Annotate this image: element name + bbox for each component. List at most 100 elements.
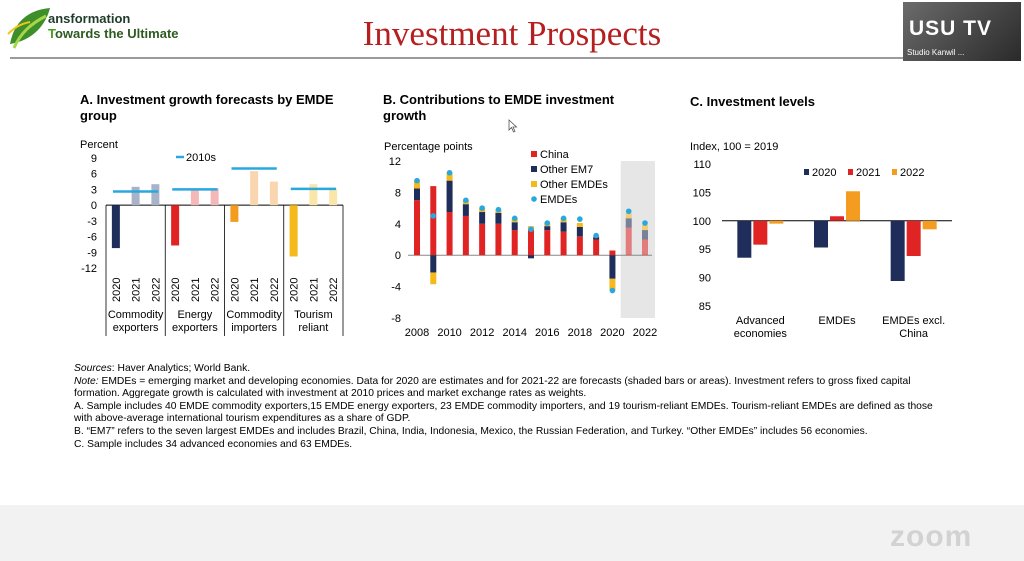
sources-note: Sources: Haver Analytics; World Bank. <box>74 363 946 376</box>
chart-a-year-label: 2021 <box>131 278 143 302</box>
chart-c-category-label: economies <box>734 328 788 340</box>
chart-b-bar-segment <box>495 212 502 224</box>
chart-a-ytick: 9 <box>91 153 97 165</box>
chart-b-bar-segment <box>625 218 632 228</box>
chart-c-legend-swatch <box>848 169 853 175</box>
chart-a-growth-forecasts: Percent 9 6 3 0 -3 -6 -9 -12 2020 2021 2022 Commodit… <box>80 139 344 336</box>
chart-b-xtick: 2008 <box>405 327 429 339</box>
chart-c-legend-swatch <box>892 169 897 175</box>
chart-c-bar <box>846 191 860 221</box>
chart-b-bar-segment <box>609 255 616 279</box>
chart-a-group-label: Commodity <box>226 309 282 321</box>
panel-a-title: A. Investment growth forecasts by EMDE g… <box>80 92 334 123</box>
chart-b-legend-label: China <box>540 149 570 161</box>
chart-b-bar-segment <box>446 212 453 256</box>
note-b: B. “EM7” refers to the seven largest EMD… <box>74 425 868 437</box>
chart-c-ytick: 95 <box>699 244 711 256</box>
chart-b-ytick: 0 <box>395 250 401 262</box>
chart-b-bar-segment <box>625 212 632 219</box>
chart-a-year-label: 2021 <box>190 278 202 302</box>
note-label: Note: <box>74 375 99 387</box>
chart-a-bar <box>171 205 180 246</box>
chart-b-bar-segment <box>479 223 486 256</box>
chart-a-bar <box>151 184 160 206</box>
chart-b-bar-segment <box>430 255 437 273</box>
chart-b-bar-segment <box>414 188 420 201</box>
chart-c-ytick: 90 <box>699 273 711 285</box>
chart-a-bar <box>329 188 338 206</box>
chart-a-year-label: 2022 <box>150 278 162 302</box>
chart-c-category-label: China <box>899 328 929 340</box>
chart-c-bar <box>922 220 937 230</box>
chart-b-bar-segment <box>446 172 453 181</box>
chart-c-category-label: EMDEs <box>818 315 856 327</box>
chart-a-year-label: 2020 <box>170 278 182 302</box>
chart-b-ytick: -8 <box>391 313 401 325</box>
chart-b-ytick: -4 <box>391 282 401 294</box>
chart-b-emde-marker <box>414 177 420 184</box>
chart-c-bar <box>830 216 844 221</box>
chart-b-bar-segment <box>544 230 551 256</box>
chart-b-bar-segment <box>414 180 420 189</box>
chart-a-year-label: 2022 <box>328 278 340 302</box>
chart-a-legend-label: 2010s <box>186 152 216 164</box>
chart-c-ytick: 110 <box>693 159 711 171</box>
chart-b-xtick: 2012 <box>470 327 494 339</box>
chart-b-bar-segment <box>576 223 583 227</box>
chart-b-bar-segment <box>642 230 648 240</box>
chart-b-legend-label: Other EMDEs <box>540 179 608 191</box>
chart-b-ylabel: Percentage points <box>384 141 473 153</box>
chart-b-xtick: 2016 <box>535 327 559 339</box>
chart-a-group-label: exporters <box>172 322 218 334</box>
chart-b-bar-segment <box>511 230 518 256</box>
chart-b-emde-marker <box>528 226 534 233</box>
chart-a-bar <box>131 186 140 206</box>
slide-title: Investment Prospects <box>362 14 662 53</box>
brand-line-1: ansformation <box>48 11 131 26</box>
chart-b-bar-segment <box>642 239 648 256</box>
chart-a-bar <box>309 184 318 206</box>
panel-c-title: C. Investment levels <box>690 94 815 109</box>
chart-b-bar-segment <box>528 230 534 256</box>
chart-b-xtick: 2018 <box>568 327 592 339</box>
chart-a-ytick: -9 <box>87 247 97 259</box>
chart-b-ytick: 4 <box>395 219 401 231</box>
zoom-watermark: zoom <box>890 520 973 553</box>
chart-c-bar <box>753 220 768 245</box>
chart-a-group-label: Tourism <box>294 309 333 321</box>
chart-a-ytick: -12 <box>81 263 97 275</box>
chart-b-legend-swatch <box>531 196 537 202</box>
video-watermark: USU TV <box>909 17 993 40</box>
chart-b-xtick: 2020 <box>600 327 624 339</box>
sources-text: : Haver Analytics; World Bank. <box>111 363 251 374</box>
chart-c-ylabel: Index, 100 = 2019 <box>690 141 778 153</box>
chart-b-legend-swatch <box>531 151 537 157</box>
panel-b-title: B. Contributions to EMDE investment grow… <box>383 92 615 123</box>
chart-a-group-label: Commodity <box>108 309 164 321</box>
chart-c-bar <box>769 220 784 224</box>
chart-b-xtick: 2014 <box>502 327 526 339</box>
sources-label: Sources <box>74 363 112 374</box>
chart-b-emde-marker <box>511 215 518 222</box>
chart-a-year-label: 2021 <box>308 278 320 302</box>
chart-b-bar-segment <box>576 236 583 256</box>
chart-b-legend-label: EMDEs <box>540 194 578 206</box>
slide: ansformation Towards the Ultimate Invest… <box>0 0 1024 505</box>
chart-b-bar-segment <box>414 200 420 256</box>
chart-a-bar <box>190 190 199 206</box>
brand-line-2: Towards the Ultimate <box>48 26 179 41</box>
chart-c-bar <box>906 220 921 257</box>
chart-b-bar-segment <box>511 222 518 231</box>
chart-a-bar <box>230 205 239 222</box>
chart-b-ytick: 8 <box>395 187 401 199</box>
chart-b-emde-marker <box>593 232 599 239</box>
mouse-cursor-icon <box>508 119 518 133</box>
chart-b-bar-segment <box>576 226 583 237</box>
note-a: A. Sample includes 40 EMDE commodity exp… <box>74 400 933 425</box>
chart-c-ytick: 85 <box>699 301 711 313</box>
chart-a-group-label: importers <box>231 322 277 334</box>
participant-video-thumbnail[interactable]: USU TV Studio Kanwil ... <box>903 2 1021 61</box>
chart-c-category-label: EMDEs excl. <box>882 315 945 327</box>
chart-b-bar-segment <box>495 223 502 256</box>
